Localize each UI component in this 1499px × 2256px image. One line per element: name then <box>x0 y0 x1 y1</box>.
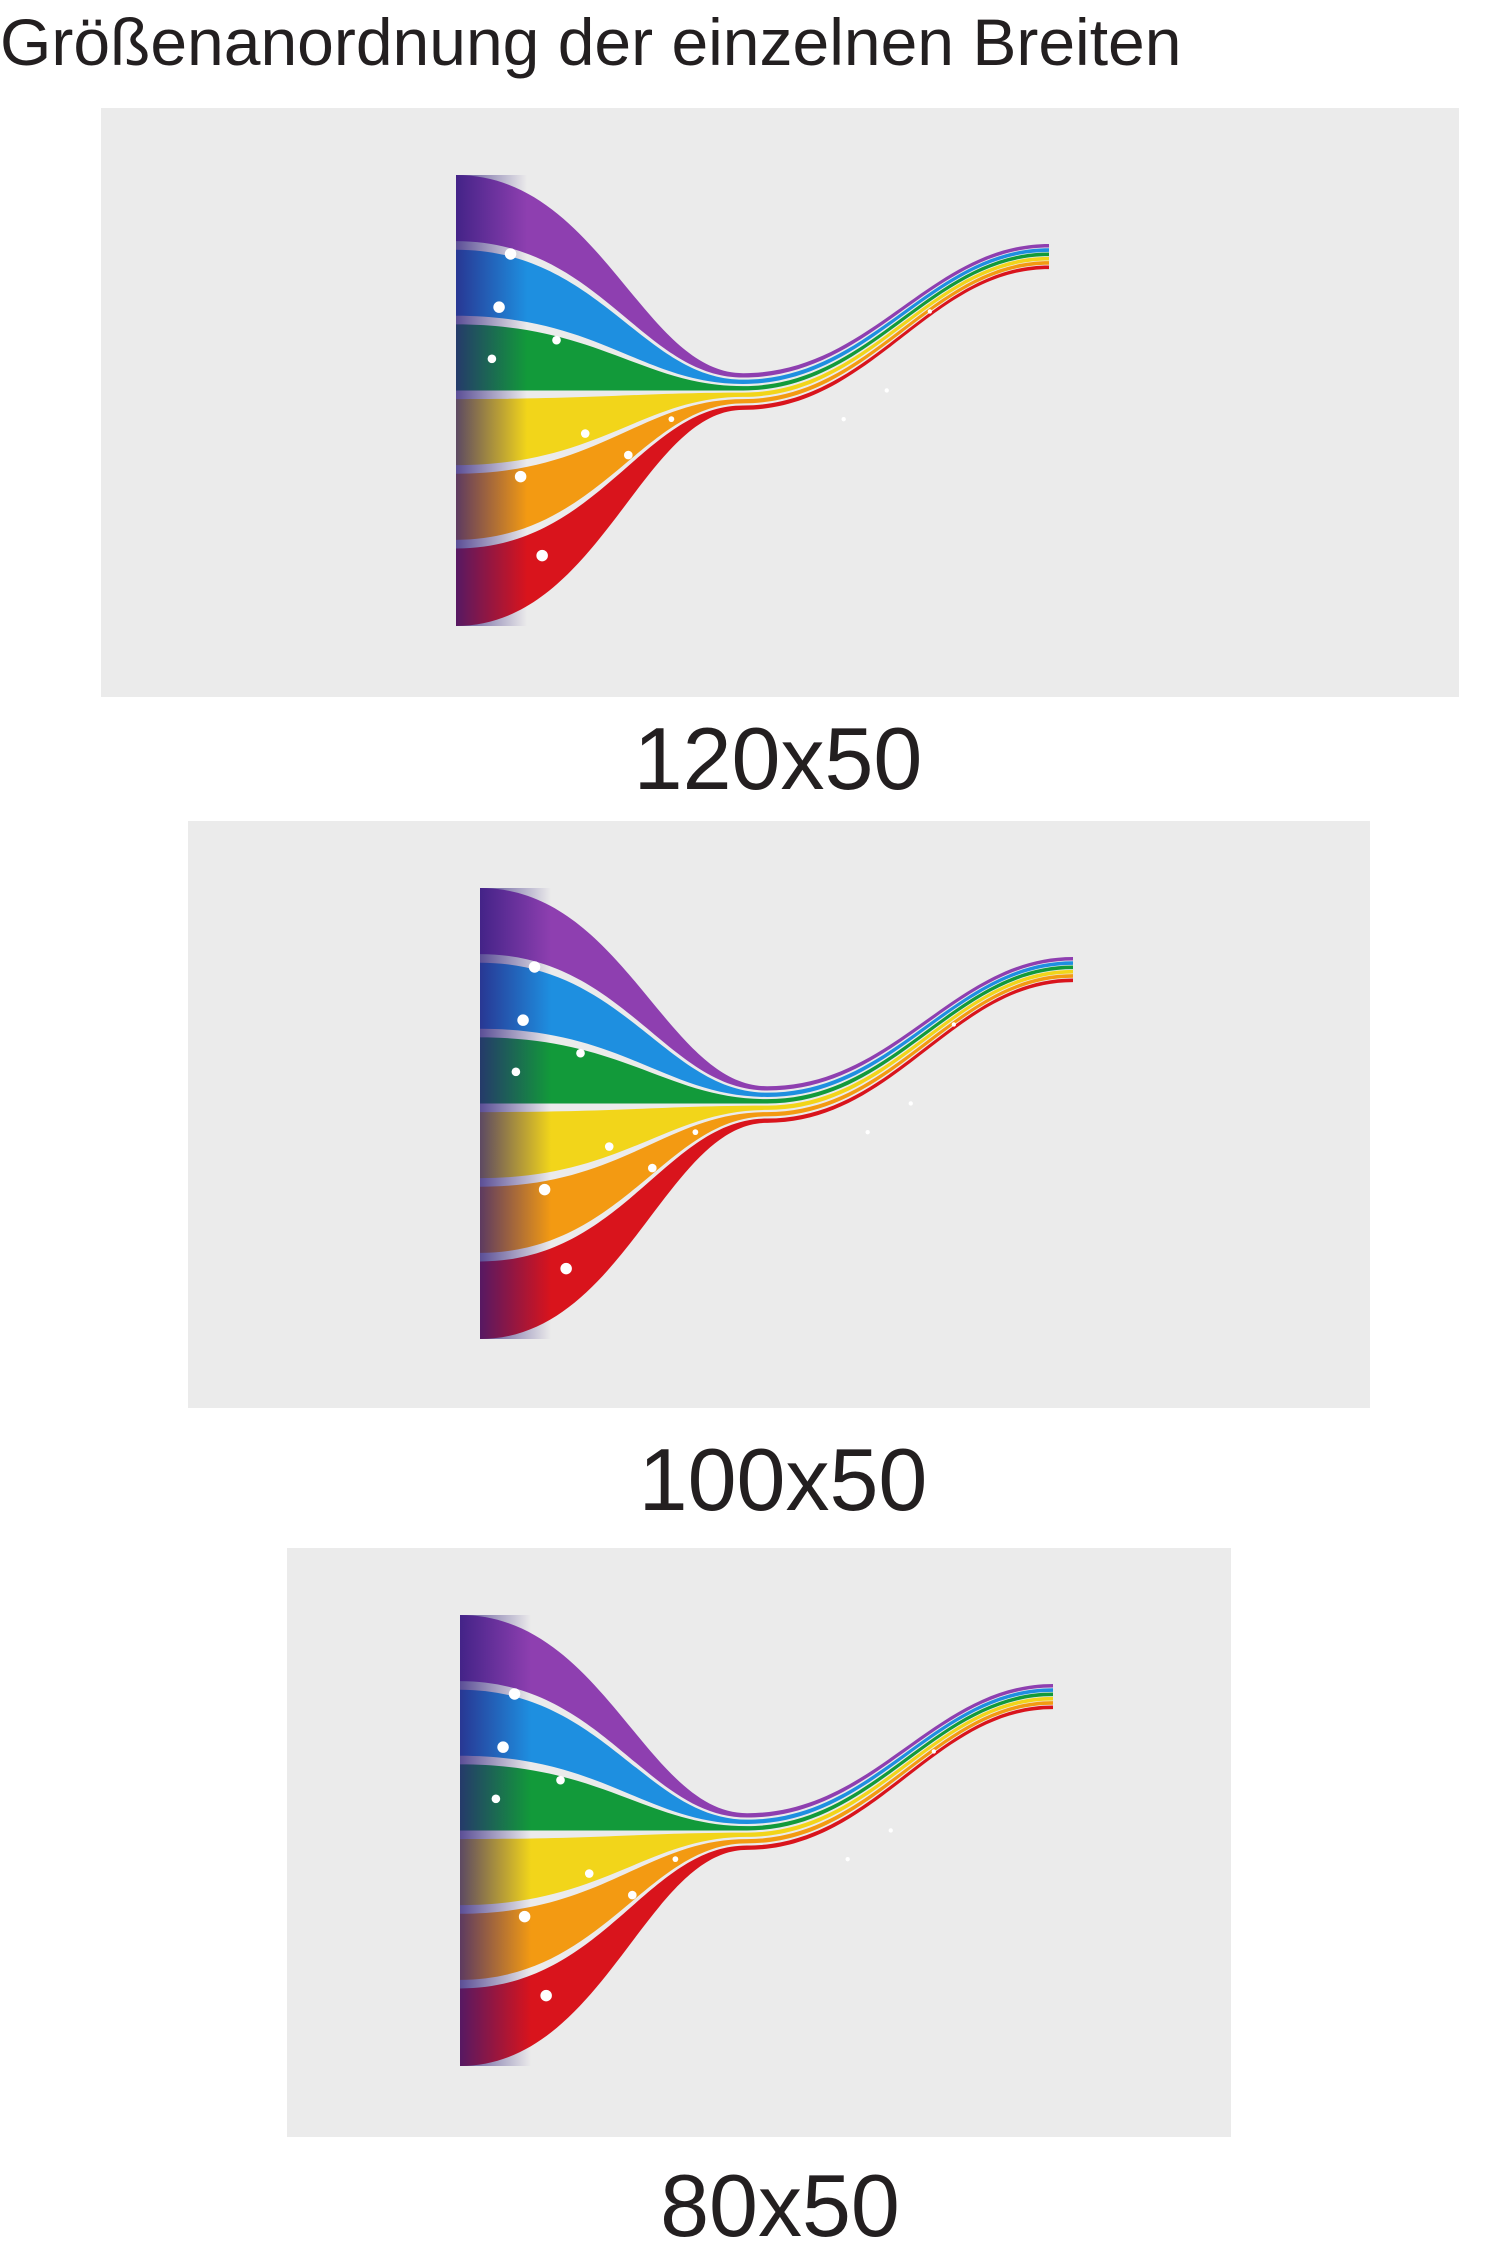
panel <box>287 1548 1231 2137</box>
title: Größenanordnung der einzelnen Breiten <box>0 5 1182 79</box>
size-label: 100x50 <box>638 1430 928 1529</box>
size-label: 80x50 <box>660 2156 900 2255</box>
size-label: 120x50 <box>633 709 923 808</box>
panel <box>101 108 1459 697</box>
rainbow-graphic <box>456 175 1049 626</box>
panel <box>188 821 1370 1408</box>
rainbow-graphic <box>480 888 1073 1339</box>
rainbow-graphic <box>460 1615 1053 2066</box>
